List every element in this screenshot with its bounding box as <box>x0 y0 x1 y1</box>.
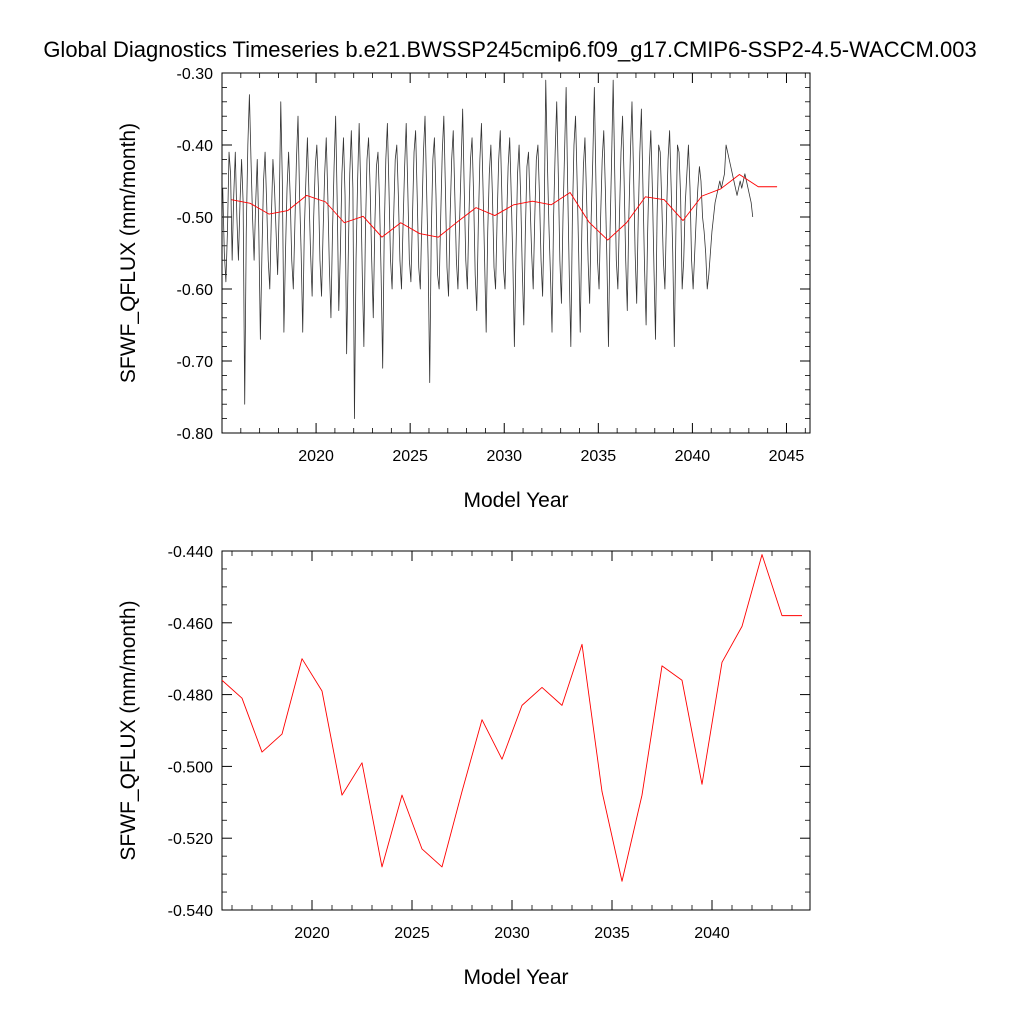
y-tick-label: -0.60 <box>177 282 214 299</box>
monthly-series-line <box>222 79 754 419</box>
y-tick-label: -0.30 <box>177 66 214 83</box>
x-tick-label: 2045 <box>769 448 805 465</box>
y-tick-label: -0.540 <box>168 903 213 920</box>
annual-mean-series-line <box>231 174 778 241</box>
x-axis-label: Model Year <box>463 966 568 989</box>
x-tick-label: 2020 <box>294 925 330 942</box>
x-tick-label: 2030 <box>486 448 522 465</box>
top-panel: 2020 2025 2030 2035 2040 2045 -0.80 -0.70 -0.60 -… <box>117 66 811 512</box>
y-tick-label: -0.460 <box>168 616 213 633</box>
y-axis-label: SFWF_QFLUX (mm/month) <box>117 123 140 383</box>
y-axis-label: SFWF_QFLUX (mm/month) <box>117 600 140 860</box>
x-tick-label: 2025 <box>392 448 428 465</box>
x-tick-label: 2040 <box>675 448 711 465</box>
x-axis-label: Model Year <box>463 489 568 512</box>
y-tick-label: -0.440 <box>168 544 213 561</box>
x-tick-label: 2025 <box>394 925 430 942</box>
y-tick-label: -0.40 <box>177 138 214 155</box>
y-tick-label: -0.70 <box>177 354 214 371</box>
plot-frame <box>221 72 811 434</box>
y-tick-label: -0.80 <box>177 426 214 443</box>
y-tick-label: -0.500 <box>168 759 213 776</box>
y-tick-label: -0.520 <box>168 831 213 848</box>
x-tick-label: 2035 <box>581 448 617 465</box>
x-tick-label: 2030 <box>494 925 530 942</box>
annual-mean-series-line <box>221 554 802 882</box>
x-tick-label: 2040 <box>694 925 730 942</box>
plot-frame <box>221 550 811 911</box>
bottom-panel: 2020 2025 2030 2035 2040 -0.540 -0.520 -0.500 -0… <box>117 544 811 989</box>
x-tick-label: 2020 <box>298 448 334 465</box>
y-tick-label: -0.480 <box>168 688 213 705</box>
y-tick-label: -0.50 <box>177 210 214 227</box>
figure-title: Global Diagnostics Timeseries b.e21.BWSS… <box>43 37 976 62</box>
x-tick-label: 2035 <box>594 925 630 942</box>
